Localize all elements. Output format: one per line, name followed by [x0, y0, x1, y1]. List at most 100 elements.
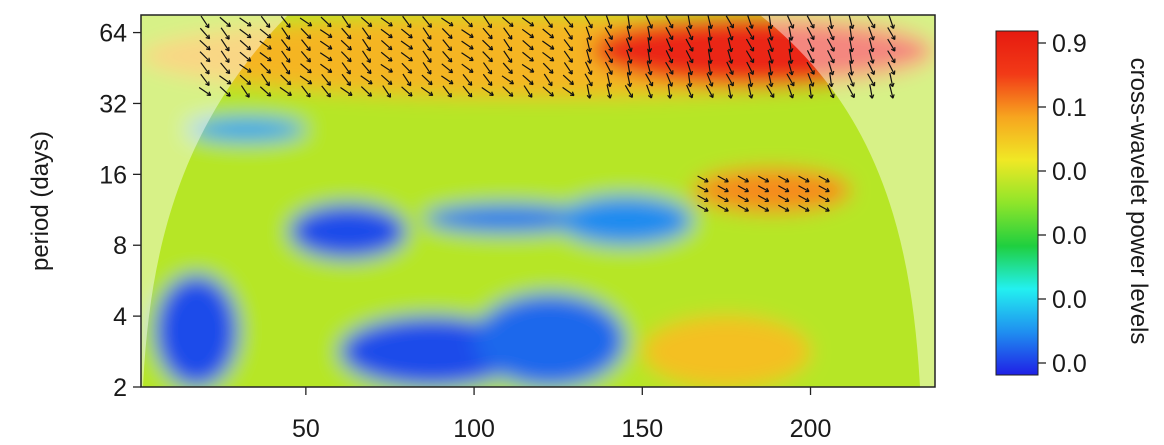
phase-arrow: [707, 15, 714, 30]
phase-arrow: [697, 194, 709, 203]
phase-arrow: [707, 61, 713, 76]
heatmap-region: [188, 117, 306, 142]
phase-arrow: [604, 61, 613, 75]
phase-arrow: [827, 26, 835, 41]
phase-arrow: [727, 84, 734, 99]
phase-arrow: [239, 74, 252, 86]
phase-arrow: [422, 62, 432, 75]
phase-arrow: [786, 73, 795, 87]
phase-arrow: [747, 15, 754, 29]
phase-arrow: [300, 28, 312, 40]
phase-arrow: [798, 204, 810, 212]
phase-arrow: [340, 86, 353, 96]
phase-arrow: [725, 15, 734, 29]
phase-arrow: [786, 15, 795, 29]
phase-arrow: [321, 73, 332, 86]
phase-arrow: [807, 38, 815, 52]
phase-arrow: [422, 50, 432, 63]
colorbar-levels: 0.0 0.0 0.0 0.0 0.1 0.9: [1038, 30, 1087, 378]
phase-arrow: [666, 73, 674, 87]
phase-arrow: [441, 28, 453, 40]
phase-arrow: [382, 85, 392, 98]
colorbar-level-label: 0.1: [1052, 94, 1087, 122]
phase-arrow: [869, 84, 875, 99]
phase-arrow: [341, 73, 352, 86]
phase-arrow: [522, 39, 534, 51]
phase-arrow: [647, 49, 653, 64]
phase-arrow: [665, 27, 674, 41]
phase-arrow: [726, 26, 734, 41]
y-tick-label: 4: [113, 303, 127, 331]
phase-arrow: [685, 50, 694, 64]
phase-arrow: [199, 51, 211, 63]
cone-of-influence: [141, 15, 935, 387]
phase-arrow: [461, 16, 473, 28]
phase-arrow: [542, 62, 554, 74]
phase-arrow: [605, 15, 613, 29]
phase-arrow: [542, 28, 555, 39]
phase-arrow: [259, 40, 272, 50]
x-tick-label: 100: [453, 415, 495, 443]
phase-arrow: [727, 38, 734, 53]
phase-arrow: [848, 49, 855, 64]
phase-arrow: [200, 73, 210, 86]
phase-arrow: [697, 175, 709, 183]
phase-arrow: [647, 26, 653, 41]
phase-arrow: [604, 27, 613, 41]
phase-arrow: [360, 86, 373, 97]
phase-arrow: [586, 49, 592, 64]
phase-arrow: [362, 50, 371, 63]
phase-arrow: [219, 75, 232, 85]
plot-frame: [140, 14, 936, 388]
phase-arrow: [239, 17, 252, 27]
phase-arrow: [806, 15, 815, 29]
phase-arrow: [220, 62, 231, 75]
phase-arrow: [737, 204, 750, 212]
phase-arrow: [665, 38, 674, 52]
phase-arrow: [259, 86, 272, 97]
phase-arrow: [482, 62, 493, 75]
phase-arrow: [402, 73, 412, 87]
phase-arrow: [586, 38, 592, 53]
phase-arrow: [849, 38, 855, 53]
phase-arrow: [219, 16, 231, 28]
phase-arrow: [757, 185, 770, 193]
phase-arrow: [300, 63, 312, 74]
phase-arrow: [798, 175, 810, 183]
colorbar-level-label: 0.0: [1052, 158, 1087, 186]
phase-arrow: [483, 15, 493, 29]
heatmap-region: [591, 15, 935, 86]
phase-arrow: [280, 74, 292, 86]
phase-arrow: [778, 185, 790, 193]
phase-arrow: [319, 52, 333, 62]
x-tick-label: 50: [292, 415, 320, 443]
phase-arrow: [543, 73, 553, 87]
phase-arrow: [889, 72, 895, 88]
phase-arrow: [261, 73, 270, 87]
phase-arrow: [717, 204, 729, 212]
phase-arrow: [737, 185, 750, 193]
phase-arrow: [239, 63, 252, 73]
phase-arrow: [502, 16, 514, 28]
phase-arrow: [542, 51, 555, 62]
phase-arrow: [806, 27, 815, 41]
phase-arrow: [707, 38, 713, 53]
phase-arrow: [606, 84, 613, 99]
phase-arrow: [521, 17, 535, 27]
phase-arrow: [626, 61, 633, 76]
phase-arrow: [888, 84, 895, 99]
phase-arrow: [687, 15, 693, 30]
phase-arrow: [380, 74, 393, 86]
phase-arrow: [818, 194, 830, 203]
phase-arrow: [562, 86, 575, 97]
phase-arrow: [606, 72, 613, 88]
colorbar-level-label: 0.0: [1052, 222, 1087, 250]
phase-arrow: [745, 50, 755, 64]
phase-arrow: [400, 40, 414, 50]
phase-arrow: [887, 27, 896, 41]
phase-arrow: [787, 61, 794, 76]
phase-arrow: [200, 15, 210, 29]
phase-arrow: [300, 50, 312, 63]
phase-arrow: [341, 15, 351, 29]
